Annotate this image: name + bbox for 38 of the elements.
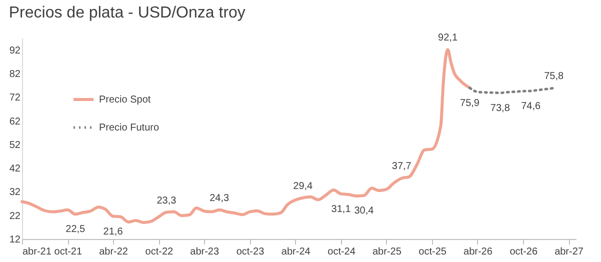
x-tick-label: abr-21 bbox=[22, 246, 52, 258]
data-label: 75,9 bbox=[460, 98, 480, 109]
data-label: 37,7 bbox=[392, 161, 412, 172]
x-tick-label: abr-27 bbox=[554, 246, 584, 258]
data-label: 92,1 bbox=[438, 32, 458, 44]
y-tick-label: 72 bbox=[9, 92, 21, 104]
y-tick-label: 82 bbox=[9, 68, 21, 80]
y-tick-label: 12 bbox=[9, 234, 21, 246]
data-label: 73,8 bbox=[490, 102, 510, 114]
data-label: 22,5 bbox=[66, 224, 86, 236]
x-tick-label: oct-24 bbox=[328, 246, 356, 258]
x-tick-label: oct-22 bbox=[145, 246, 174, 258]
y-tick-label: 92 bbox=[9, 45, 21, 56]
data-label: 21,6 bbox=[103, 226, 124, 238]
data-label: 75,8 bbox=[544, 71, 564, 82]
x-tick-label: abr-26 bbox=[464, 246, 493, 258]
x-tick-label: abr-22 bbox=[99, 246, 128, 258]
x-tick-label: oct-21 bbox=[54, 246, 82, 258]
x-tick-label: abr-23 bbox=[190, 246, 220, 258]
legend-label: Precio Futuro bbox=[99, 122, 160, 134]
y-tick-label: 62 bbox=[9, 116, 21, 128]
data-label: 23,3 bbox=[156, 195, 177, 206]
legend-label: Precio Spot bbox=[99, 94, 151, 106]
x-tick-label: oct-23 bbox=[236, 246, 265, 258]
data-label: 30,4 bbox=[354, 205, 374, 216]
x-tick-label: abr-25 bbox=[372, 246, 402, 258]
data-label: 31,1 bbox=[331, 204, 352, 215]
x-tick-label: abr-24 bbox=[281, 246, 311, 258]
data-label: 74,6 bbox=[521, 100, 542, 112]
chart-title: Precios de plata - USD/Onza troy bbox=[8, 4, 246, 22]
x-tick-label: oct-25 bbox=[418, 246, 447, 258]
x-tick-label: oct-26 bbox=[510, 246, 538, 258]
y-tick-label: 52 bbox=[9, 140, 21, 151]
data-label: 24,3 bbox=[210, 192, 230, 204]
data-label: 29,4 bbox=[293, 180, 314, 192]
y-tick-label: 22 bbox=[9, 210, 21, 222]
y-tick-label: 42 bbox=[9, 164, 21, 175]
y-tick-label: 32 bbox=[9, 187, 21, 198]
